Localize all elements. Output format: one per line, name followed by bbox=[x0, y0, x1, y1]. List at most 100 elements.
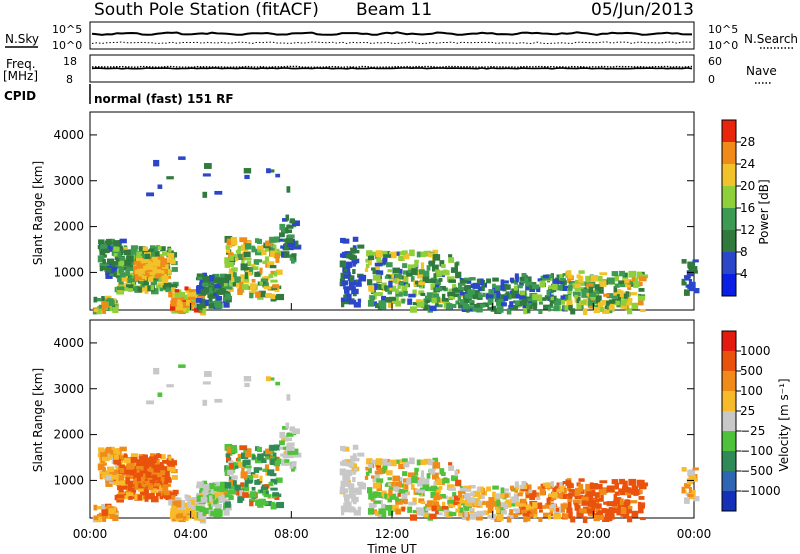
velocity-cell bbox=[166, 384, 174, 388]
power-cell bbox=[267, 169, 275, 173]
velocity-cell bbox=[638, 484, 647, 490]
velocity-cell bbox=[348, 493, 356, 499]
velocity-cell bbox=[423, 512, 429, 518]
power-cell bbox=[227, 261, 234, 268]
power-cell bbox=[123, 246, 128, 252]
velocity-cell bbox=[228, 489, 235, 495]
power-cell bbox=[514, 300, 520, 306]
velocity-cell bbox=[483, 510, 490, 515]
power-cell bbox=[344, 290, 350, 297]
power-cell bbox=[429, 278, 437, 284]
velocity-cell bbox=[439, 468, 445, 475]
velocity-cell bbox=[515, 502, 522, 507]
power-cell bbox=[117, 250, 121, 258]
velocity-cell bbox=[219, 489, 228, 497]
velocity-cell bbox=[618, 488, 625, 493]
power-cell bbox=[568, 284, 573, 291]
power-cell bbox=[385, 297, 393, 303]
colorbar-segment bbox=[722, 186, 736, 208]
velocity-cell bbox=[184, 502, 190, 508]
power-cell bbox=[567, 277, 572, 284]
velocity-cell bbox=[391, 493, 397, 500]
power-cell bbox=[511, 288, 519, 296]
power-cell bbox=[357, 280, 362, 287]
power-cell bbox=[115, 305, 119, 309]
velocity-colorbar-label: Velocity [m s⁻¹] bbox=[777, 378, 791, 471]
power-cell bbox=[579, 305, 584, 310]
velocity-cell bbox=[687, 493, 694, 498]
velocity-cell bbox=[245, 477, 250, 481]
velocity-cell bbox=[483, 490, 488, 496]
velocity-cell bbox=[533, 513, 537, 519]
velocity-cell bbox=[216, 503, 223, 509]
velocity-cell bbox=[250, 472, 256, 476]
velocity-cell bbox=[275, 381, 281, 386]
velocity-cell bbox=[143, 477, 148, 485]
colorbar-segment bbox=[722, 252, 736, 274]
velocity-cell bbox=[537, 502, 543, 509]
velocity-cell bbox=[691, 489, 696, 497]
velocity-cell bbox=[150, 488, 158, 493]
velocity-cell bbox=[169, 491, 178, 497]
velocity-cell bbox=[574, 502, 579, 507]
velocity-cell bbox=[239, 490, 244, 497]
velocity-cell bbox=[497, 502, 506, 508]
velocity-cell bbox=[178, 364, 186, 368]
power-cell bbox=[432, 254, 441, 261]
power-cell bbox=[249, 292, 254, 299]
power-cell bbox=[599, 306, 604, 312]
power-cell bbox=[366, 250, 373, 257]
power-cell bbox=[265, 282, 269, 288]
velocity-cell bbox=[170, 500, 179, 506]
velocity-colorbar-tick: −100 bbox=[740, 444, 773, 458]
velocity-cell bbox=[175, 512, 184, 519]
velocity-cell bbox=[474, 511, 479, 516]
velocity-cell bbox=[214, 508, 222, 515]
velocity-cell bbox=[287, 442, 295, 447]
velocity-cell bbox=[616, 508, 624, 516]
power-cell bbox=[562, 286, 569, 291]
power-cell bbox=[196, 273, 204, 277]
velocity-cell bbox=[234, 484, 241, 491]
power-cell bbox=[520, 301, 527, 306]
power-cell bbox=[189, 301, 196, 306]
power-cell bbox=[431, 296, 437, 304]
velocity-cell bbox=[539, 488, 546, 496]
power-cell bbox=[147, 276, 154, 283]
velocity-cell bbox=[435, 492, 440, 497]
power-cell bbox=[195, 298, 203, 303]
velocity-cell bbox=[262, 468, 268, 473]
power-cell bbox=[141, 275, 147, 279]
power-cell bbox=[479, 304, 486, 308]
velocity-cell bbox=[464, 493, 472, 500]
velocity-cell bbox=[476, 516, 483, 521]
power-cell bbox=[608, 303, 615, 311]
power-cell bbox=[291, 220, 300, 227]
power-cell bbox=[113, 246, 119, 252]
power-cell bbox=[275, 173, 281, 178]
power-cell bbox=[486, 278, 491, 284]
velocity-cell bbox=[293, 448, 299, 455]
x-tick-label: 00:00 bbox=[677, 527, 712, 541]
velocity-cell bbox=[102, 462, 107, 466]
velocity-cell bbox=[622, 486, 630, 491]
velocity-cell bbox=[397, 492, 401, 497]
power-cell bbox=[234, 276, 241, 283]
velocity-cell bbox=[410, 484, 415, 490]
power-cell bbox=[483, 302, 490, 307]
power-cell bbox=[681, 259, 687, 264]
velocity-cell bbox=[229, 485, 235, 490]
nave-label: Nave bbox=[746, 64, 777, 78]
velocity-cell bbox=[138, 454, 146, 458]
power-cell bbox=[453, 287, 461, 293]
power-cell bbox=[142, 249, 151, 253]
power-cell bbox=[140, 254, 147, 260]
power-cell bbox=[395, 296, 399, 304]
velocity-cell bbox=[223, 505, 227, 510]
power-cell bbox=[429, 305, 437, 312]
velocity-cell bbox=[394, 486, 401, 493]
power-cell bbox=[131, 281, 136, 287]
velocity-cell bbox=[339, 468, 346, 476]
power-cell bbox=[142, 280, 149, 286]
